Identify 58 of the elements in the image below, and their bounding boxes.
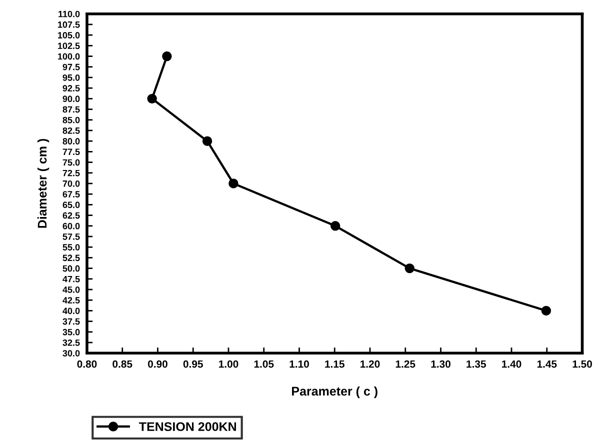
x-tick-label: 1.15 xyxy=(325,360,344,368)
x-tick-label: 1.25 xyxy=(396,360,416,368)
y-tick-label: 30.0 xyxy=(62,350,80,357)
x-tick-label: 0.80 xyxy=(77,360,97,368)
y-tick-label: 42.5 xyxy=(62,297,80,304)
y-tick-label: 47.5 xyxy=(62,276,80,282)
y-tick-label: 67.5 xyxy=(62,191,80,198)
y-tick-label: 87.5 xyxy=(62,106,80,113)
x-tick-label: 0.90 xyxy=(148,360,168,368)
y-tick-label: 52.5 xyxy=(62,254,80,262)
x-tick-label: 1.30 xyxy=(431,360,450,368)
y-tick-label: 82.5 xyxy=(62,127,80,134)
y-tick-label: 60.0 xyxy=(62,222,80,230)
point xyxy=(147,94,157,104)
x-tick-label: 1.00 xyxy=(219,360,238,368)
y-tick-label: 92.5 xyxy=(62,85,80,92)
y-tick-label: 77.5 xyxy=(62,148,80,156)
x-tick-label: 1.45 xyxy=(537,360,557,368)
point xyxy=(162,51,172,62)
y-tick-label: 35.0 xyxy=(62,328,80,336)
y-tick-label: 102.5 xyxy=(58,42,80,50)
y-tick-label: 37.5 xyxy=(62,318,80,325)
point xyxy=(404,263,414,274)
y-tick-label: 55.0 xyxy=(62,244,80,250)
y-tick-label: 70.0 xyxy=(62,180,80,187)
x-axis-title: Parameter ( c ) xyxy=(292,386,378,398)
y-tick-label: 110.0 xyxy=(58,10,80,18)
x-tick-label: 0.85 xyxy=(112,360,132,368)
y-tick-label: 57.5 xyxy=(62,234,80,240)
y-axis-title: Diameter ( cm ) xyxy=(37,138,50,228)
x-tick-label: 1.10 xyxy=(290,360,309,368)
y-tick-label: 45.0 xyxy=(62,286,80,293)
y-tick-label: 50.0 xyxy=(62,265,80,272)
y-tick-label: 105.0 xyxy=(58,32,80,38)
point xyxy=(228,178,238,188)
y-tick-label: 75.0 xyxy=(62,159,80,166)
x-tick-label: 1.05 xyxy=(254,360,274,368)
y-tick-label: 32.5 xyxy=(62,339,80,346)
x-tick-label: 1.50 xyxy=(572,360,592,368)
x-tick-label: 1.40 xyxy=(502,360,522,368)
y-tick-label: 62.5 xyxy=(62,212,80,219)
y-tick-label: 65.0 xyxy=(62,202,80,208)
point xyxy=(202,136,212,146)
legend-label: TENSION 200KN xyxy=(139,422,236,432)
y-tick-label: 95.0 xyxy=(62,74,80,81)
point xyxy=(330,221,340,231)
y-tick-label: 85.0 xyxy=(62,116,80,124)
y-tick-label: 97.5 xyxy=(62,64,80,70)
y-tick-label: 40.0 xyxy=(62,308,80,314)
x-tick-label: 1.20 xyxy=(360,360,380,368)
point xyxy=(541,306,552,316)
x-tick-label: 0.95 xyxy=(183,360,203,368)
y-tick-label: 100.0 xyxy=(58,53,80,60)
x-tick-label: 1.35 xyxy=(466,360,486,368)
y-tick-label: 90.0 xyxy=(62,96,80,102)
y-tick-label: 107.5 xyxy=(58,21,80,28)
y-tick-label: 80.0 xyxy=(62,138,80,144)
y-tick-label: 72.5 xyxy=(62,170,80,176)
